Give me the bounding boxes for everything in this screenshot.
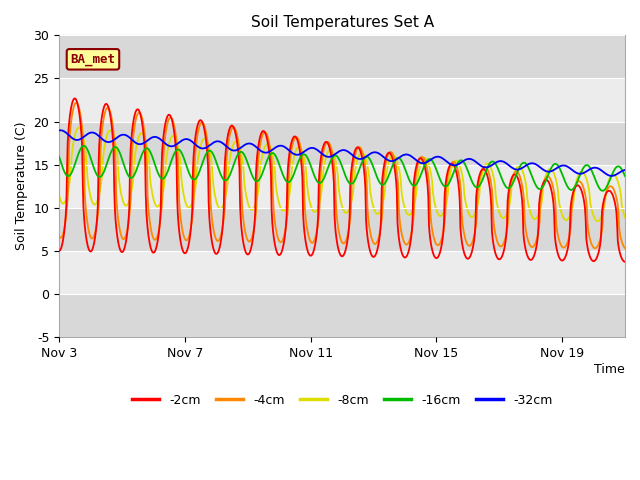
Bar: [59, 251, 625, 294]
Bar: [59, 36, 625, 78]
Bar: [59, 294, 625, 337]
Bar: [59, 208, 625, 251]
Bar: [59, 165, 625, 208]
Y-axis label: Soil Temperature (C): Soil Temperature (C): [15, 122, 28, 251]
Bar: [59, 78, 625, 121]
Title: Soil Temperatures Set A: Soil Temperatures Set A: [250, 15, 434, 30]
Text: BA_met: BA_met: [70, 53, 115, 66]
Bar: [59, 121, 625, 165]
Legend: -2cm, -4cm, -8cm, -16cm, -32cm: -2cm, -4cm, -8cm, -16cm, -32cm: [127, 389, 557, 412]
X-axis label: Time: Time: [595, 362, 625, 376]
